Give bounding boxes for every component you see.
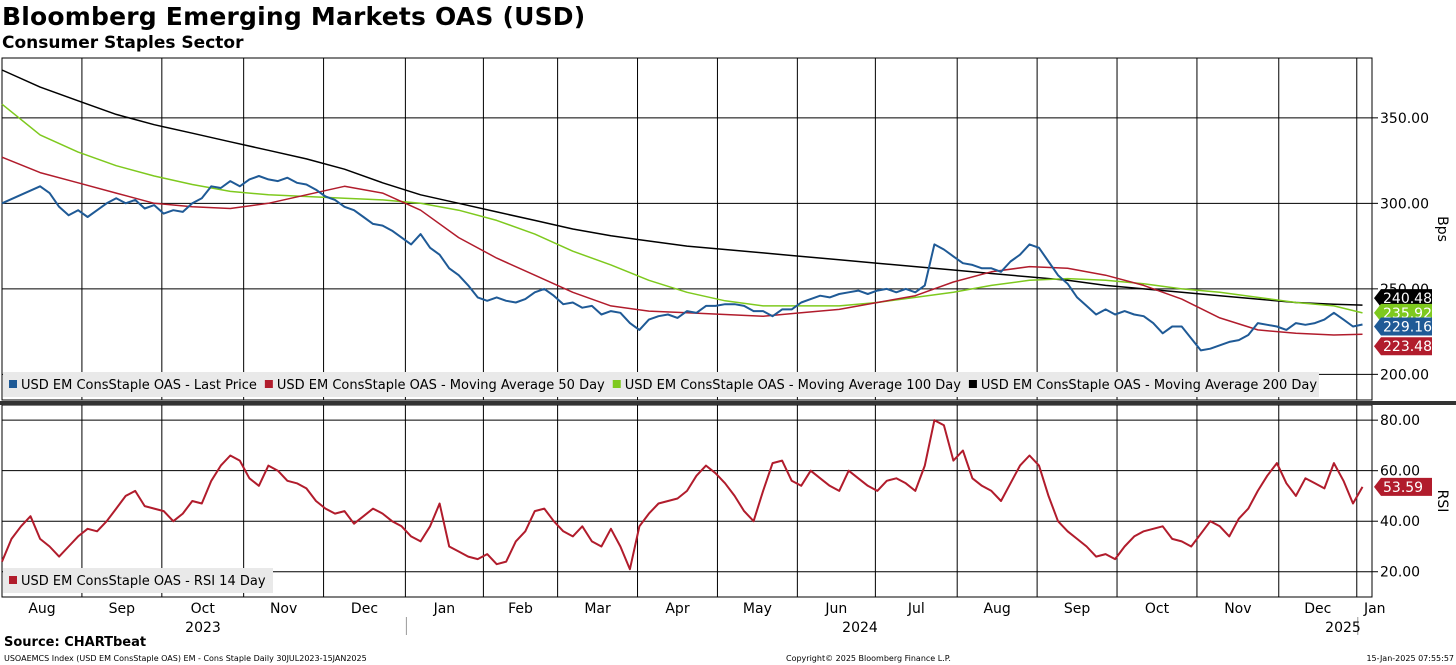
timestamp: 15-Jan-2025 07:55:57	[1366, 654, 1454, 663]
last-value-tag	[1374, 337, 1432, 356]
last-value-label: 229.16	[1383, 319, 1432, 335]
copyright: Copyright© 2025 Bloomberg Finance L.P.	[786, 654, 951, 663]
legend-item: USD EM ConsStaple OAS - Moving Average 1…	[625, 378, 961, 393]
legend-swatch	[612, 380, 621, 388]
x-month-label: Mar	[584, 601, 611, 617]
y-tick-label: 300.00	[1380, 196, 1429, 212]
x-month-label: Oct	[1145, 601, 1170, 617]
x-month-label: Nov	[270, 601, 297, 617]
x-month-label: Feb	[508, 601, 533, 617]
x-month-label: Jun	[824, 601, 847, 617]
chart-title: Bloomberg Emerging Markets OAS (USD)	[2, 2, 586, 31]
last-value-label: 53.59	[1383, 480, 1423, 496]
last-value-tag	[1374, 289, 1432, 308]
legend-item: USD EM ConsStaple OAS - Moving Average 5…	[277, 378, 605, 393]
legend-swatch	[9, 380, 17, 388]
legend-item: USD EM ConsStaple OAS - Moving Average 2…	[981, 378, 1317, 393]
index-info: USOAEMCS Index (USD EM ConsStaple OAS) E…	[4, 654, 367, 663]
legend-swatch	[264, 380, 273, 388]
legend-item: USD EM ConsStaple OAS - RSI 14 Day	[21, 574, 266, 589]
x-month-label: Aug	[983, 601, 1010, 617]
y-tick-label: 40.00	[1380, 514, 1420, 530]
x-month-label: Sep	[109, 601, 136, 617]
x-month-label: Oct	[191, 601, 216, 617]
series-line	[1, 419, 1364, 571]
series-line	[1, 175, 1363, 352]
x-month-label: Nov	[1224, 601, 1251, 617]
plot-area	[1, 57, 1373, 401]
legend-box	[3, 372, 1319, 397]
series-line	[1, 69, 1363, 306]
x-month-label: Jan	[1363, 601, 1386, 617]
y-tick-label: 60.00	[1380, 464, 1420, 480]
legend-item: USD EM ConsStaple OAS - Last Price	[21, 378, 257, 393]
y-tick-label: 20.00	[1380, 565, 1420, 581]
x-year-label: 2024	[842, 620, 878, 636]
series-line	[1, 103, 1363, 314]
plot-area	[1, 404, 1373, 598]
chart-subtitle: Consumer Staples Sector	[2, 33, 244, 53]
legend-swatch	[9, 576, 17, 584]
last-value-tag	[1374, 303, 1432, 322]
x-month-label: Apr	[665, 601, 689, 617]
x-year-label: 2025	[1325, 620, 1361, 636]
x-month-label: Jul	[907, 601, 925, 617]
last-value-label: 240.48	[1383, 291, 1432, 307]
legend-box	[3, 568, 273, 593]
y-tick-label: 200.00	[1380, 367, 1429, 383]
x-month-label: Sep	[1064, 601, 1091, 617]
series-line	[1, 156, 1363, 336]
x-month-label: Aug	[28, 601, 55, 617]
y-axis-label: RSI	[1434, 490, 1450, 513]
y-tick-label: 80.00	[1380, 413, 1420, 429]
last-value-label: 223.48	[1383, 339, 1432, 355]
x-year-label: 2023	[185, 620, 221, 636]
y-tick-label: 350.00	[1380, 111, 1429, 127]
last-value-tag	[1374, 317, 1432, 336]
last-value-tag	[1374, 477, 1432, 496]
x-month-label: Dec	[1304, 601, 1331, 617]
x-month-label: Jan	[433, 601, 456, 617]
y-axis-label: Bps	[1434, 216, 1450, 242]
panel-separator	[0, 401, 1456, 405]
x-month-label: May	[743, 601, 772, 617]
source-note: Source: CHARTbeat	[4, 635, 147, 650]
x-month-label: Dec	[351, 601, 378, 617]
legend-swatch	[968, 380, 977, 388]
